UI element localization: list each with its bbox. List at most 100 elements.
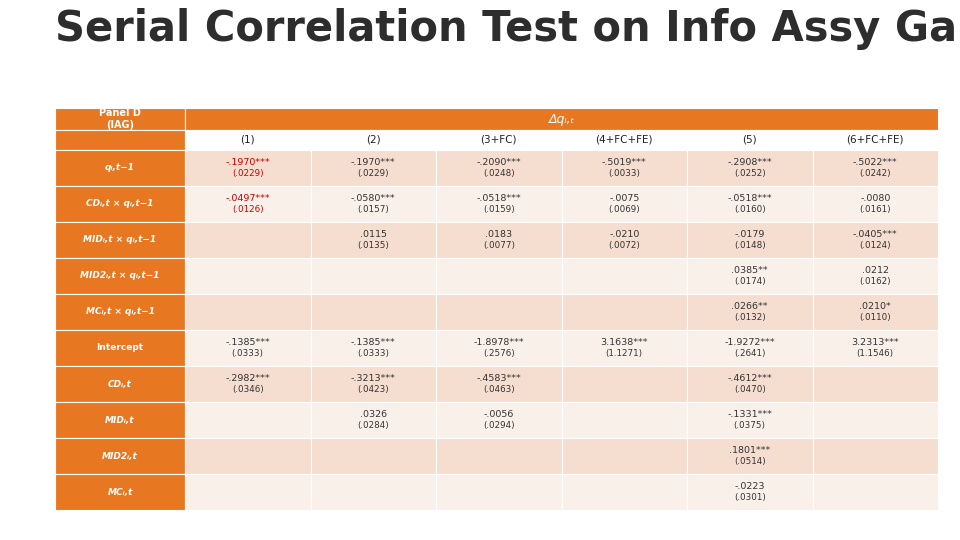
Bar bbox=[562, 438, 687, 474]
Bar bbox=[562, 258, 687, 294]
Bar bbox=[812, 474, 938, 510]
Text: (.0069): (.0069) bbox=[609, 205, 640, 214]
Text: (.0162): (.0162) bbox=[859, 277, 891, 286]
Bar bbox=[310, 222, 436, 258]
Text: (3+FC): (3+FC) bbox=[481, 135, 517, 145]
Bar bbox=[310, 294, 436, 330]
Text: Serial Correlation Test on Info Assy Gaps: Serial Correlation Test on Info Assy Gap… bbox=[55, 8, 960, 50]
Text: (.2641): (.2641) bbox=[734, 349, 765, 358]
Bar bbox=[562, 150, 687, 186]
Text: -1.8978***: -1.8978*** bbox=[473, 339, 524, 347]
Bar bbox=[687, 130, 812, 150]
Bar bbox=[55, 294, 185, 330]
Text: -.2908***: -.2908*** bbox=[728, 158, 772, 167]
Text: (.0301): (.0301) bbox=[733, 493, 766, 502]
Text: .0266**: .0266** bbox=[732, 302, 768, 312]
Bar bbox=[185, 366, 310, 402]
Text: -.0210: -.0210 bbox=[609, 231, 639, 239]
Bar bbox=[812, 222, 938, 258]
Text: (.0072): (.0072) bbox=[609, 241, 640, 250]
Bar bbox=[185, 222, 310, 258]
Text: -.4612***: -.4612*** bbox=[728, 374, 772, 383]
Bar bbox=[687, 294, 812, 330]
Bar bbox=[687, 402, 812, 438]
Bar bbox=[436, 402, 562, 438]
Text: (6+FC+FE): (6+FC+FE) bbox=[847, 135, 904, 145]
Bar bbox=[562, 474, 687, 510]
Text: CDᵢ,t: CDᵢ,t bbox=[108, 380, 132, 388]
Text: (.0284): (.0284) bbox=[357, 421, 389, 430]
Bar bbox=[185, 108, 938, 130]
Bar bbox=[436, 186, 562, 222]
Text: qᵢ,t−1: qᵢ,t−1 bbox=[105, 164, 135, 172]
Text: (1.1271): (1.1271) bbox=[606, 349, 643, 358]
Bar bbox=[310, 438, 436, 474]
Text: (.0514): (.0514) bbox=[733, 457, 766, 466]
Bar bbox=[812, 366, 938, 402]
Bar bbox=[812, 130, 938, 150]
Bar bbox=[310, 474, 436, 510]
Text: MIDᵢ,t × qᵢ,t−1: MIDᵢ,t × qᵢ,t−1 bbox=[84, 235, 156, 245]
Bar bbox=[436, 366, 562, 402]
Bar bbox=[55, 366, 185, 402]
Text: -.2090***: -.2090*** bbox=[476, 158, 521, 167]
Text: (.0174): (.0174) bbox=[733, 277, 766, 286]
Bar bbox=[185, 294, 310, 330]
Text: (.0229): (.0229) bbox=[357, 169, 389, 178]
Text: -.1385***: -.1385*** bbox=[226, 339, 270, 347]
Text: (.0294): (.0294) bbox=[483, 421, 515, 430]
Text: (.0148): (.0148) bbox=[733, 241, 766, 250]
Text: CDᵢ,t × qᵢ,t−1: CDᵢ,t × qᵢ,t−1 bbox=[86, 199, 154, 208]
Bar bbox=[812, 150, 938, 186]
Text: (.0157): (.0157) bbox=[357, 205, 389, 214]
Text: (.0229): (.0229) bbox=[232, 169, 264, 178]
Bar bbox=[310, 150, 436, 186]
Bar bbox=[812, 186, 938, 222]
Bar bbox=[562, 294, 687, 330]
Text: (.0161): (.0161) bbox=[859, 205, 891, 214]
Text: -.0179: -.0179 bbox=[734, 231, 765, 239]
Text: -.0080: -.0080 bbox=[860, 194, 891, 204]
Text: (4+FC+FE): (4+FC+FE) bbox=[595, 135, 653, 145]
Text: -.1970***: -.1970*** bbox=[351, 158, 396, 167]
Text: -.4583***: -.4583*** bbox=[476, 374, 521, 383]
Text: (.0375): (.0375) bbox=[733, 421, 766, 430]
Bar bbox=[310, 330, 436, 366]
Text: (.0423): (.0423) bbox=[357, 385, 389, 394]
Text: -.5019***: -.5019*** bbox=[602, 158, 647, 167]
Bar bbox=[310, 258, 436, 294]
Text: MIDᵢ,t: MIDᵢ,t bbox=[106, 415, 134, 424]
Bar bbox=[687, 186, 812, 222]
Bar bbox=[436, 438, 562, 474]
Bar bbox=[436, 130, 562, 150]
Text: (1.1546): (1.1546) bbox=[856, 349, 894, 358]
Text: -.0497***: -.0497*** bbox=[226, 194, 270, 204]
Bar bbox=[687, 438, 812, 474]
Text: 3.1638***: 3.1638*** bbox=[601, 339, 648, 347]
Bar bbox=[436, 330, 562, 366]
Text: (.0124): (.0124) bbox=[859, 241, 891, 250]
Bar bbox=[55, 330, 185, 366]
Bar bbox=[55, 150, 185, 186]
Text: (.0110): (.0110) bbox=[859, 313, 891, 322]
Text: (.0252): (.0252) bbox=[733, 169, 766, 178]
Bar bbox=[562, 222, 687, 258]
Bar bbox=[310, 130, 436, 150]
Text: (5): (5) bbox=[742, 135, 757, 145]
Bar bbox=[562, 402, 687, 438]
Text: (1): (1) bbox=[240, 135, 255, 145]
Text: (.0033): (.0033) bbox=[609, 169, 640, 178]
Text: -.0518***: -.0518*** bbox=[476, 194, 521, 204]
Bar bbox=[185, 186, 310, 222]
Text: .1801***: .1801*** bbox=[730, 447, 770, 455]
Bar bbox=[812, 294, 938, 330]
Text: .0115: .0115 bbox=[360, 231, 387, 239]
Text: -.5022***: -.5022*** bbox=[852, 158, 898, 167]
Text: .0210*: .0210* bbox=[859, 302, 891, 312]
Bar bbox=[310, 402, 436, 438]
Bar bbox=[185, 258, 310, 294]
Bar bbox=[436, 474, 562, 510]
Bar bbox=[310, 186, 436, 222]
Text: MID2ᵢ,t: MID2ᵢ,t bbox=[102, 451, 138, 461]
Text: .0212: .0212 bbox=[862, 266, 889, 275]
